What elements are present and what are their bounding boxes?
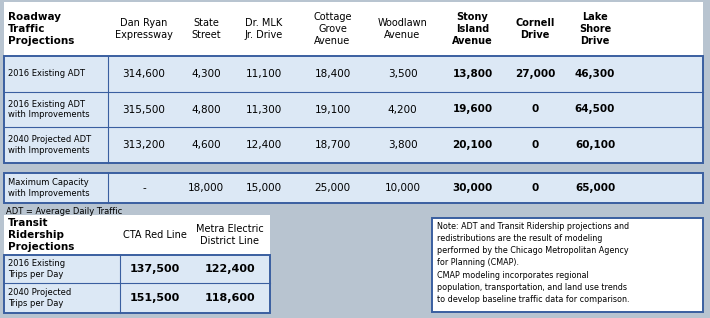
Text: Roadway
Traffic
Projections: Roadway Traffic Projections bbox=[8, 12, 75, 45]
Text: Note: ADT and Transit Ridership projections and
redistributions are the result o: Note: ADT and Transit Ridership projecti… bbox=[437, 222, 630, 304]
Bar bbox=[4, 56, 703, 163]
Text: 46,300: 46,300 bbox=[575, 69, 615, 79]
Text: 3,800: 3,800 bbox=[388, 140, 417, 150]
Text: 0: 0 bbox=[531, 140, 539, 150]
Text: 18,400: 18,400 bbox=[315, 69, 351, 79]
Text: Stony
Island
Avenue: Stony Island Avenue bbox=[452, 12, 493, 45]
Bar bbox=[4, 127, 703, 163]
Text: 15,000: 15,000 bbox=[246, 183, 282, 193]
Text: Cottage
Grove
Avenue: Cottage Grove Avenue bbox=[313, 12, 351, 45]
Text: 20,100: 20,100 bbox=[452, 140, 493, 150]
Text: 25,000: 25,000 bbox=[315, 183, 351, 193]
Text: 11,100: 11,100 bbox=[246, 69, 282, 79]
Text: 13,800: 13,800 bbox=[452, 69, 493, 79]
Text: 151,500: 151,500 bbox=[130, 293, 180, 303]
Text: State
Street: State Street bbox=[191, 18, 221, 40]
Text: 18,000: 18,000 bbox=[188, 183, 224, 193]
Text: 2016 Existing ADT
with Improvements: 2016 Existing ADT with Improvements bbox=[8, 100, 89, 119]
Text: Lake
Shore
Drive: Lake Shore Drive bbox=[579, 12, 611, 45]
Text: 2040 Projected ADT
with Improvements: 2040 Projected ADT with Improvements bbox=[8, 135, 91, 155]
Text: 19,100: 19,100 bbox=[315, 105, 351, 114]
Text: 314,600: 314,600 bbox=[123, 69, 165, 79]
Bar bbox=[4, 255, 270, 313]
Text: 4,300: 4,300 bbox=[191, 69, 221, 79]
Text: 11,300: 11,300 bbox=[246, 105, 282, 114]
Text: 2016 Existing ADT: 2016 Existing ADT bbox=[8, 70, 85, 79]
Text: 4,800: 4,800 bbox=[191, 105, 221, 114]
Bar bbox=[4, 2, 703, 56]
Text: 4,600: 4,600 bbox=[191, 140, 221, 150]
Text: Maximum Capacity
with Improvements: Maximum Capacity with Improvements bbox=[8, 178, 89, 198]
Text: 0: 0 bbox=[531, 105, 539, 114]
Text: Metra Electric
District Line: Metra Electric District Line bbox=[196, 224, 264, 246]
Text: 64,500: 64,500 bbox=[575, 105, 615, 114]
Text: 2040 Projected
Trips per Day: 2040 Projected Trips per Day bbox=[8, 288, 71, 308]
Text: 2016 Existing
Trips per Day: 2016 Existing Trips per Day bbox=[8, 259, 65, 279]
Bar bbox=[4, 56, 703, 92]
Text: 65,000: 65,000 bbox=[575, 183, 615, 193]
Bar bbox=[4, 92, 703, 127]
Text: CTA Red Line: CTA Red Line bbox=[123, 230, 187, 240]
Text: Woodlawn
Avenue: Woodlawn Avenue bbox=[378, 18, 427, 40]
Text: 313,200: 313,200 bbox=[123, 140, 165, 150]
Text: 137,500: 137,500 bbox=[130, 264, 180, 274]
Text: 30,000: 30,000 bbox=[452, 183, 493, 193]
Text: 27,000: 27,000 bbox=[515, 69, 555, 79]
Text: 122,400: 122,400 bbox=[204, 264, 256, 274]
Text: 12,400: 12,400 bbox=[246, 140, 282, 150]
Text: 118,600: 118,600 bbox=[204, 293, 256, 303]
Text: Dan Ryan
Expressway: Dan Ryan Expressway bbox=[115, 18, 173, 40]
Bar bbox=[432, 218, 703, 312]
Text: Cornell
Drive: Cornell Drive bbox=[515, 18, 555, 40]
Text: 0: 0 bbox=[531, 183, 539, 193]
Text: 4,200: 4,200 bbox=[388, 105, 417, 114]
Text: ADT = Average Daily Traffic: ADT = Average Daily Traffic bbox=[6, 207, 122, 216]
Text: Transit
Ridership
Projections: Transit Ridership Projections bbox=[8, 218, 75, 252]
Text: 10,000: 10,000 bbox=[385, 183, 420, 193]
Bar bbox=[4, 173, 703, 203]
Text: 60,100: 60,100 bbox=[575, 140, 615, 150]
Text: Dr. MLK
Jr. Drive: Dr. MLK Jr. Drive bbox=[244, 18, 283, 40]
Text: 3,500: 3,500 bbox=[388, 69, 417, 79]
Text: 315,500: 315,500 bbox=[123, 105, 165, 114]
Text: 18,700: 18,700 bbox=[315, 140, 351, 150]
Bar bbox=[4, 215, 270, 255]
Text: -: - bbox=[142, 183, 146, 193]
Text: 19,600: 19,600 bbox=[452, 105, 493, 114]
